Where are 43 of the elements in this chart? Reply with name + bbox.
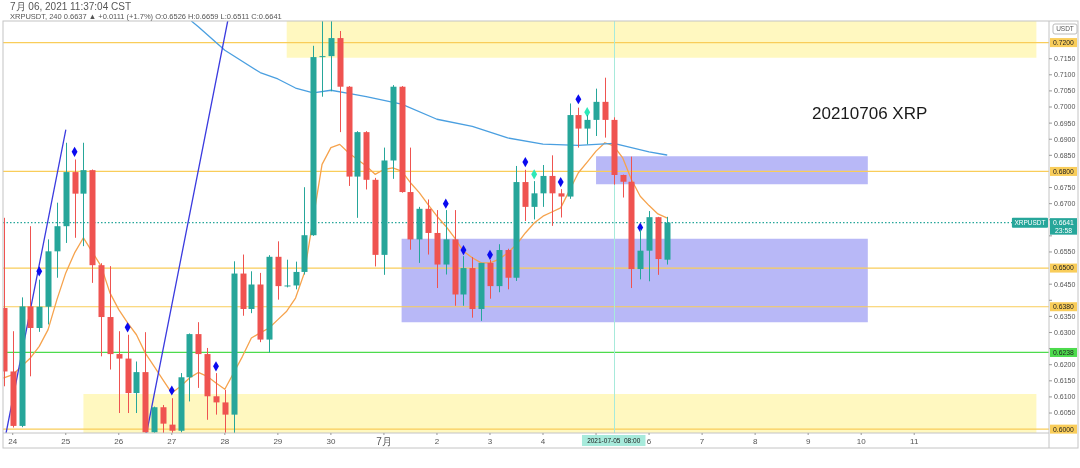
candlestick — [213, 372, 220, 416]
candlestick — [169, 397, 176, 433]
candlestick — [284, 259, 291, 288]
candlestick — [27, 225, 34, 377]
candlestick — [549, 154, 556, 227]
candlestick — [319, 21, 326, 98]
text: 20210706 XRP — [812, 104, 928, 123]
candlestick — [72, 159, 79, 239]
x-tick-label: 9 — [805, 436, 811, 446]
x-tick-label: 6 — [646, 436, 652, 446]
candlestick — [558, 188, 565, 218]
x-tick-label: 10 — [856, 436, 867, 446]
candlestick — [328, 21, 335, 92]
candlestick — [593, 88, 600, 137]
x-tick-label: 30 — [326, 436, 336, 446]
x-tick-label: 7月 — [376, 435, 392, 447]
candlestick — [160, 404, 167, 433]
candlestick — [116, 330, 123, 414]
x-tick-label: 8 — [752, 436, 758, 446]
candlestick — [575, 107, 582, 149]
x-tick-label: 4 — [540, 436, 546, 446]
x-tick-label: 29 — [273, 436, 283, 446]
candlestick — [133, 360, 140, 414]
line-series — [191, 21, 668, 156]
candlestick — [531, 180, 538, 220]
x-tick-label: 25 — [61, 436, 71, 446]
x-tick-label: 7 — [699, 436, 705, 446]
x-tick-label: 2 — [434, 436, 440, 446]
candlestick — [222, 389, 229, 433]
candlestick — [602, 77, 609, 139]
x-tick-label: 27 — [167, 436, 177, 446]
candlestick — [487, 259, 494, 300]
x-tick-label: 11 — [910, 436, 919, 446]
x-tick-label: 3 — [487, 436, 493, 446]
x-tick-label: 26 — [114, 436, 124, 446]
candlestick — [36, 279, 43, 333]
candlestick — [293, 261, 300, 290]
chart-subtitle: 7月 06, 2021 11:37:04 CST — [10, 1, 132, 12]
candlestick — [540, 164, 547, 208]
x-tick-label: 24 — [8, 436, 18, 446]
candlestick — [195, 321, 202, 389]
x-tick-label: 28 — [220, 436, 230, 446]
line-series — [3, 142, 668, 394]
